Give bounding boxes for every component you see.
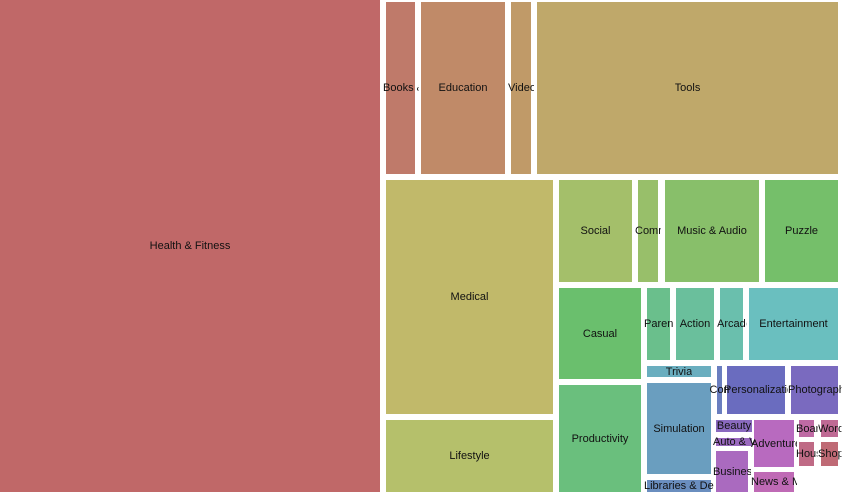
tile-entertainment xyxy=(749,288,838,360)
tile-adventure xyxy=(754,420,794,467)
tile-communication xyxy=(638,180,658,282)
tile-arcade xyxy=(720,288,743,360)
tile-video-players-editors xyxy=(511,2,531,174)
tile-puzzle xyxy=(765,180,838,282)
tile-comics xyxy=(717,366,722,414)
tile-libraries-demo xyxy=(647,480,711,492)
tile-simulation xyxy=(647,383,711,474)
tile-education xyxy=(421,2,505,174)
tile-photography xyxy=(791,366,838,414)
tile-action xyxy=(676,288,714,360)
tile-beauty xyxy=(716,420,752,432)
tile-business xyxy=(716,451,748,492)
tile-tools xyxy=(537,2,838,174)
tile-books-reference xyxy=(386,2,415,174)
tile-health-fitness xyxy=(0,0,380,492)
tile-personalization xyxy=(727,366,785,414)
tile-trivia xyxy=(647,366,711,377)
tile-social xyxy=(559,180,632,282)
tile-news-magazines xyxy=(754,472,794,492)
tile-parenting xyxy=(647,288,670,360)
tile-casual xyxy=(559,288,641,379)
tile-lifestyle xyxy=(386,420,553,492)
tile-house-home xyxy=(799,442,814,466)
tile-board xyxy=(799,420,814,437)
tile-shopping xyxy=(821,442,838,466)
tile-music-audio xyxy=(665,180,759,282)
tile-medical xyxy=(386,180,553,414)
tile-productivity xyxy=(559,385,641,492)
tile-word xyxy=(821,420,838,437)
tile-auto-vehicles xyxy=(716,438,752,446)
